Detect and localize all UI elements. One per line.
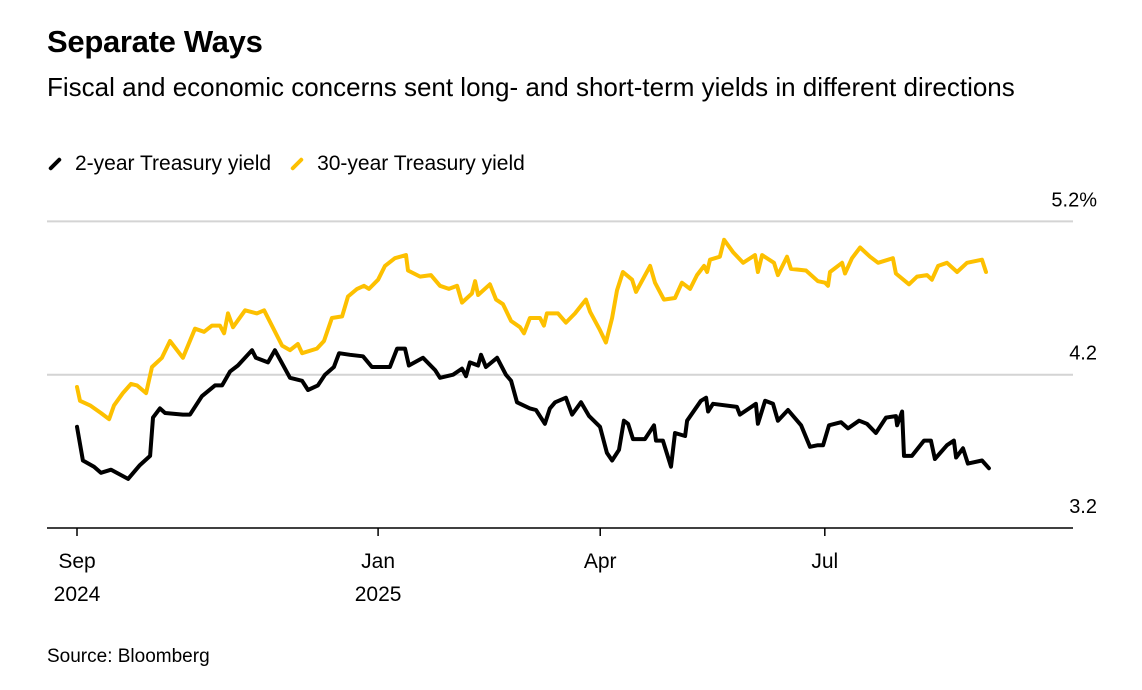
series-line-2-year <box>75 346 991 481</box>
x-tick-label: Jul <box>811 550 838 573</box>
legend-label: 30-year Treasury yield <box>317 152 525 175</box>
y-tick-label: 5.2% <box>1051 189 1097 211</box>
legend-item-2-year: 2-year Treasury yield <box>47 152 271 176</box>
chart-title: Separate Ways <box>47 24 263 59</box>
series-line-30-year <box>75 237 988 422</box>
x-tick-label: Sep <box>58 550 95 573</box>
x-tick-label-year: 2025 <box>355 583 402 606</box>
y-tick-label: 3.2 <box>1069 496 1097 518</box>
legend: 2-year Treasury yield 30-year Treasury y… <box>47 152 543 176</box>
legend-item-30-year: 30-year Treasury yield <box>289 152 525 176</box>
legend-label: 2-year Treasury yield <box>75 152 272 175</box>
chart-subtitle: Fiscal and economic concerns sent long- … <box>47 72 1015 102</box>
x-tick-label: Jan <box>361 550 395 573</box>
x-tick-label: Apr <box>584 550 617 573</box>
y-tick-label: 4.2 <box>1069 343 1097 365</box>
x-tick-label-year: 2024 <box>54 583 101 606</box>
source-note: Source: Bloomberg <box>47 646 210 667</box>
